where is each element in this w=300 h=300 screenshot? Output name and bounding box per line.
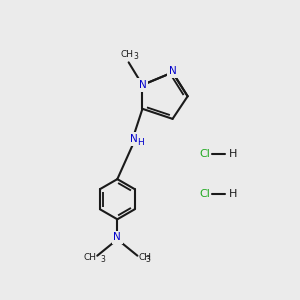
Text: N: N	[130, 134, 137, 144]
Text: CH: CH	[121, 50, 134, 59]
Text: N: N	[113, 232, 121, 242]
Text: 3: 3	[146, 255, 151, 264]
Text: CH: CH	[139, 253, 152, 262]
Text: CH: CH	[83, 253, 96, 262]
Text: N: N	[169, 66, 176, 76]
Text: Cl: Cl	[199, 189, 210, 199]
Text: Cl: Cl	[199, 149, 210, 159]
Text: H: H	[229, 189, 238, 199]
Text: 3: 3	[100, 255, 105, 264]
Text: N: N	[139, 80, 146, 90]
Text: H: H	[137, 138, 144, 147]
Text: H: H	[229, 149, 238, 159]
Text: 3: 3	[133, 52, 138, 61]
